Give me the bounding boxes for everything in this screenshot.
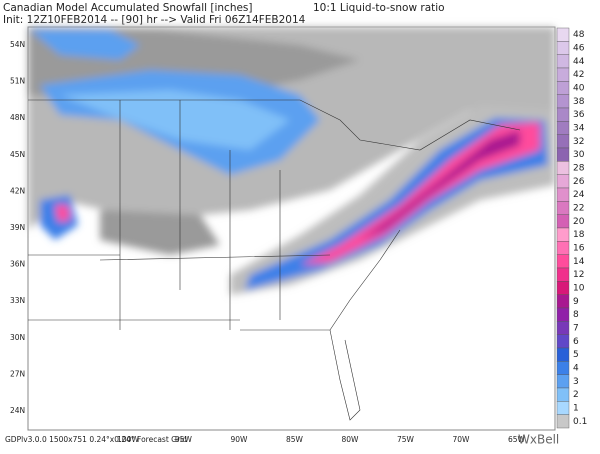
grid-info: GDPlv3.0.0 1500x751 0.24°x0.24° Forecast… [5, 435, 187, 444]
longitude-label: 70W [453, 435, 471, 444]
longitude-label: 95W [175, 435, 193, 444]
latitude-label: 30N [10, 333, 25, 342]
colorbar-label: 10 [573, 284, 585, 294]
colorbar-label: 30 [573, 150, 585, 160]
colorbar-swatch [556, 134, 570, 149]
longitude-labels: 100W 95W 90W 85W 80W 75W 70W 65W [117, 435, 525, 444]
colorbar-label: 46 [573, 44, 585, 54]
state-lines [28, 100, 401, 331]
colorbar-label: 12 [573, 270, 584, 280]
colorbar-label: 0.1 [573, 417, 587, 427]
longitude-label: 100W [117, 435, 139, 444]
boundaries [28, 99, 521, 421]
longitude-label: 75W [397, 435, 415, 444]
colorbar-label: 18 [573, 230, 585, 240]
colorbar-label: 32 [573, 137, 584, 147]
coast [329, 329, 361, 421]
latitude-label: 24N [10, 406, 25, 415]
colorbar-label: 42 [573, 70, 584, 80]
colorbar-label: 7 [573, 324, 579, 334]
colorbar-label: 20 [573, 217, 585, 227]
colorbar-label: 26 [573, 177, 585, 187]
colorbar-label: 40 [573, 84, 585, 94]
snow-blue [60, 90, 290, 150]
longitude-label: 90W [231, 435, 249, 444]
snow-field [28, 27, 555, 295]
colorbar-swatch [556, 321, 570, 335]
run-info: Init: 12Z10FEB2014 -- [90] hr --> Valid … [3, 14, 306, 26]
colorbar-swatch [556, 147, 570, 162]
colorbar-swatch [556, 401, 570, 415]
colorbar: 4846444240383634323028262422201816141210… [556, 27, 587, 429]
longitude-label: 65W [508, 435, 526, 444]
snow-blue [30, 30, 140, 60]
snow-gray [100, 210, 220, 255]
latitude-label: 48N [10, 113, 25, 122]
latitude-label: 36N [10, 260, 25, 269]
colorbar-label: 14 [573, 257, 585, 267]
colorbar-swatch [556, 81, 570, 95]
colorbar-swatch [556, 174, 570, 189]
snow-pink [55, 205, 70, 222]
colorbar-swatch [556, 27, 570, 42]
colorbar-swatch [556, 121, 570, 135]
latitude-label: 33N [10, 296, 25, 305]
colorbar-swatch [556, 187, 570, 202]
colorbar-swatch [556, 214, 570, 229]
colorbar-label: 28 [573, 164, 585, 174]
colorbar-label: 22 [573, 204, 584, 214]
colorbar-label: 24 [573, 190, 585, 200]
latitude-label: 42N [10, 186, 25, 195]
colorbar-swatch [556, 334, 570, 349]
colorbar-label: 3 [573, 377, 579, 387]
latitude-label: 51N [10, 77, 25, 86]
latitude-label: 39N [10, 223, 25, 232]
colorbar-swatch [556, 241, 570, 255]
colorbar-label: 38 [573, 97, 585, 107]
colorbar-label: 6 [573, 337, 579, 347]
colorbar-label: 34 [573, 124, 585, 134]
colorbar-swatch [556, 67, 570, 82]
colorbar-swatch [556, 161, 570, 175]
colorbar-label: 44 [573, 57, 585, 67]
colorbar-label: 1 [573, 404, 579, 414]
colorbar-swatch [556, 41, 570, 55]
colorbar-label: 36 [573, 110, 585, 120]
colorbar-swatch [556, 347, 570, 362]
colorbar-swatch [556, 294, 570, 309]
ratio: 10:1 Liquid-to-snow ratio [313, 2, 445, 14]
colorbar-swatch [556, 361, 570, 375]
brand: WxBell [518, 433, 559, 447]
border [28, 99, 521, 151]
colorbar-label: 48 [573, 30, 585, 40]
colorbar-swatch [556, 414, 570, 429]
colorbar-swatch [556, 307, 570, 322]
colorbar-label: 16 [573, 244, 585, 254]
colorbar-swatch [556, 267, 570, 282]
latitude-labels: 54N 51N 48N 45N 42N 39N 36N 33N 30N 27N 24N [10, 40, 25, 415]
longitude-label: 80W [342, 435, 360, 444]
colorbar-swatch [556, 227, 570, 242]
colorbar-swatch [556, 281, 570, 295]
latitude-label: 45N [10, 150, 25, 159]
latitude-label: 27N [10, 369, 25, 378]
snow-purple [360, 130, 520, 240]
colorbar-label: 5 [573, 350, 579, 360]
colorbar-label: 9 [573, 297, 579, 307]
colorbar-label: 4 [573, 364, 579, 374]
colorbar-swatch [556, 54, 570, 69]
colorbar-swatch [556, 94, 570, 109]
colorbar-swatch [556, 201, 570, 215]
colorbar-swatch [556, 387, 570, 402]
colorbar-swatch [556, 107, 570, 122]
colorbar-swatch [556, 374, 570, 389]
longitude-label: 85W [286, 435, 304, 444]
map [27, 26, 556, 431]
colorbar-label: 2 [573, 390, 579, 400]
colorbar-label: 8 [573, 310, 579, 320]
colorbar-swatch [556, 254, 570, 269]
latitude-label: 54N [10, 40, 25, 49]
title: Canadian Model Accumulated Snowfall [inc… [3, 2, 253, 14]
